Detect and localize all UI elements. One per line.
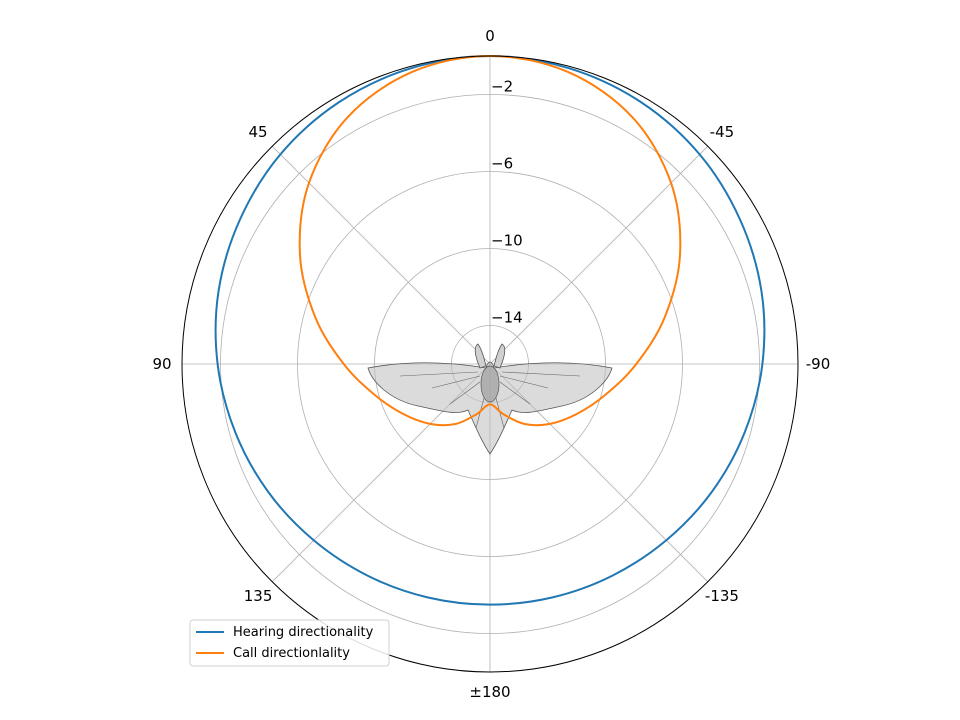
angle-tick-label-6: -90 — [806, 355, 831, 373]
series-line-1 — [298, 54, 682, 427]
angle-tick-label-4: ±180 — [469, 683, 510, 701]
angle-tick-label-2: 90 — [152, 355, 171, 373]
grid-spoke-7 — [489, 145, 709, 365]
radial-tick-label-2: −10 — [491, 232, 523, 250]
bat-illustration — [367, 343, 613, 455]
legend-label-hearing: Hearing directionality — [233, 625, 374, 640]
angle-tick-labels: 0 45 90 135 ±180 -135 -90 -45 — [152, 27, 830, 701]
polar-spine — [181, 55, 799, 673]
radial-tick-label-3: −14 — [491, 309, 523, 327]
radial-tick-label-0: −2 — [491, 78, 513, 96]
angle-tick-label-7: -45 — [710, 123, 735, 141]
series-layer — [214, 54, 766, 606]
angle-tick-label-3: 135 — [244, 587, 273, 605]
grid-spoke-1 — [271, 145, 491, 365]
radial-tick-label-1: −6 — [491, 155, 513, 173]
radial-tick-labels: −2 −6 −10 −14 — [491, 78, 523, 327]
series-line-0 — [214, 54, 766, 606]
legend: Hearing directionality Call directionlal… — [189, 619, 390, 667]
angle-tick-label-5: -135 — [705, 587, 739, 605]
angle-tick-label-0: 0 — [485, 27, 495, 45]
angle-tick-label-1: 45 — [249, 123, 268, 141]
legend-frame — [189, 619, 390, 667]
legend-label-call: Call directionlality — [233, 646, 350, 661]
